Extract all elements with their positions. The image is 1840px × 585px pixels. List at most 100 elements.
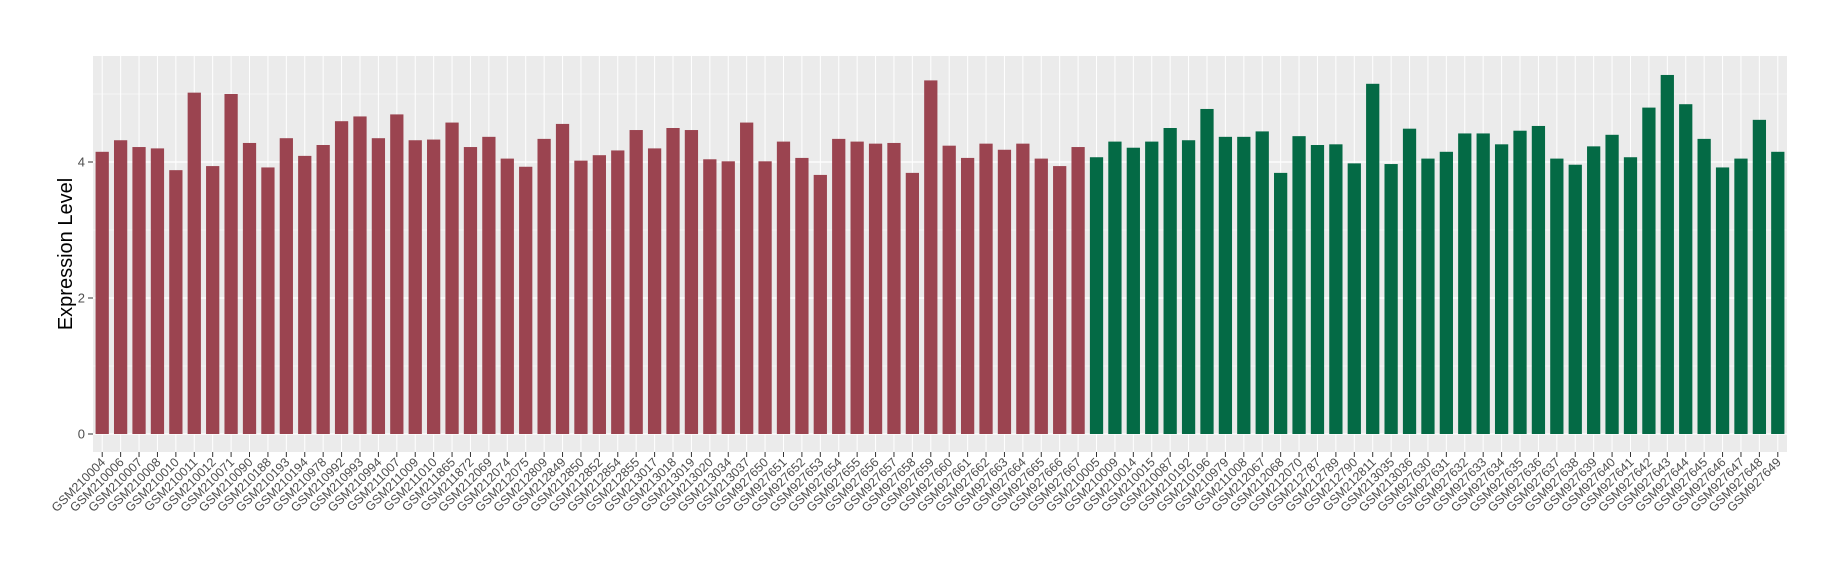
bar-GSM212850: [574, 160, 588, 434]
bar-GSM210006: [113, 140, 128, 435]
bar-GSM212069: [482, 136, 496, 434]
bar-GSM927655: [850, 141, 864, 434]
bar-GSM212789: [1329, 144, 1343, 434]
bar-GSM211007: [390, 114, 404, 435]
bar-GSM927639: [1587, 146, 1601, 435]
bar-GSM210005: [1089, 157, 1104, 435]
bar-GSM213017: [647, 148, 662, 434]
bar-GSM213018: [666, 128, 680, 434]
bar-GSM213020: [703, 159, 717, 434]
bar-GSM927666: [1053, 166, 1067, 434]
bar-GSM210196: [1200, 108, 1214, 435]
bar-GSM927635: [1513, 130, 1527, 434]
bar-GSM213036: [1402, 128, 1417, 434]
bar-GSM210993: [353, 116, 367, 434]
bar-GSM927657: [887, 142, 901, 434]
bar-GSM927652: [795, 157, 809, 435]
bar-GSM927646: [1715, 167, 1730, 434]
bar-GSM927665: [1034, 158, 1048, 434]
bar-GSM927641: [1623, 157, 1638, 435]
bar-GSM213037: [740, 122, 754, 434]
bar-GSM210090: [242, 142, 257, 434]
bar-GSM210014: [1126, 147, 1140, 434]
bar-GSM212854: [611, 150, 625, 434]
bar-GSM927632: [1458, 133, 1472, 434]
bar-GSM927650: [758, 161, 772, 434]
bar-GSM927649: [1771, 151, 1785, 435]
y-tick-label: 0: [78, 427, 85, 442]
bar-GSM212075: [519, 166, 533, 434]
bar-GSM212852: [592, 155, 606, 434]
y-tick-label: 2: [78, 291, 85, 306]
bar-GSM210011: [187, 92, 201, 434]
bar-GSM210071: [224, 94, 238, 434]
bar-GSM212849: [555, 123, 570, 435]
bar-GSM927636: [1531, 125, 1546, 435]
bar-GSM212855: [629, 130, 643, 435]
bar-GSM927664: [1016, 143, 1030, 434]
bar-GSM927662: [979, 143, 993, 434]
bar-GSM927667: [1071, 147, 1085, 435]
bar-GSM927648: [1752, 119, 1767, 434]
bar-GSM927647: [1734, 158, 1748, 434]
bar-GSM210015: [1145, 141, 1159, 434]
bar-GSM210009: [1108, 141, 1122, 434]
bar-GSM927658: [905, 172, 920, 434]
bar-GSM927640: [1605, 134, 1619, 435]
bar-GSM927663: [997, 149, 1012, 434]
bar-GSM927653: [813, 174, 827, 435]
bar-GSM927630: [1421, 158, 1435, 434]
bar-GSM212074: [500, 158, 514, 434]
bar-GSM927644: [1679, 104, 1693, 434]
bar-GSM927654: [832, 138, 846, 434]
bar-GSM210010: [169, 170, 183, 434]
bar-GSM927659: [924, 80, 938, 435]
bar-GSM927661: [960, 157, 975, 435]
bar-GSM212067: [1255, 131, 1269, 434]
bar-GSM927633: [1476, 133, 1490, 434]
bar-GSM211865: [445, 122, 459, 434]
x-axis: GSM210004GSM210006GSM210007GSM210008GSM2…: [49, 452, 1784, 515]
y-axis: 0 2 4: [78, 155, 93, 442]
bar-GSM213019: [684, 130, 699, 435]
bar-GSM210188: [261, 167, 275, 434]
bar-GSM211872: [463, 147, 478, 435]
bar-GSM210978: [316, 145, 330, 434]
bar-GSM212070: [1292, 136, 1306, 434]
bar-GSM210004: [95, 151, 109, 435]
bar-GSM927637: [1550, 158, 1564, 434]
bar-GSM210008: [150, 148, 165, 434]
bar-GSM212068: [1274, 172, 1288, 434]
bar-GSM210193: [279, 138, 293, 434]
bar-GSM210992: [334, 121, 349, 434]
bar-GSM213035: [1384, 164, 1398, 435]
bar-GSM210012: [206, 166, 220, 434]
bar-GSM927638: [1568, 164, 1582, 434]
bar-GSM927660: [942, 145, 956, 434]
bar-GSM211009: [408, 140, 422, 435]
bar-GSM927645: [1697, 138, 1711, 434]
bar-GSM212809: [537, 138, 551, 434]
bar-GSM210087: [1163, 128, 1177, 434]
bar-GSM212787: [1310, 145, 1325, 434]
bar-GSM213034: [721, 161, 735, 434]
y-axis-label: Expression Level: [55, 178, 77, 330]
bar-GSM210994: [371, 138, 386, 434]
bar-GSM210192: [1181, 140, 1196, 435]
bar-GSM212811: [1366, 83, 1380, 435]
bar-GSM927634: [1494, 144, 1509, 434]
bar-GSM927656: [868, 143, 883, 434]
bar-GSM210007: [132, 147, 146, 435]
bar-GSM212790: [1347, 163, 1361, 435]
bar-GSM927643: [1660, 74, 1674, 435]
bar-GSM927651: [776, 141, 791, 434]
bar-layer: [95, 74, 1785, 435]
y-tick-label: 4: [78, 155, 85, 170]
bar-GSM211008: [1237, 136, 1251, 434]
bar-GSM927631: [1439, 151, 1453, 435]
bar-GSM211010: [427, 139, 441, 434]
bar-GSM927642: [1642, 107, 1656, 434]
bar-GSM210194: [298, 155, 312, 434]
